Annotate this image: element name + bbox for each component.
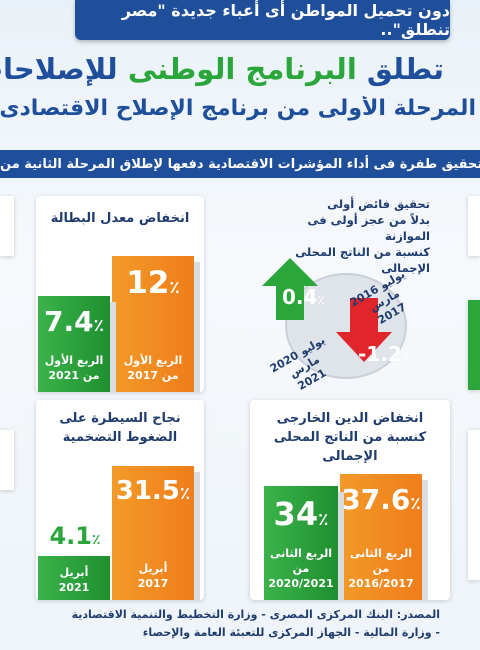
inflation-bar-2017: 31.5٪ أبريل 2017 — [112, 466, 194, 600]
title-part2: للإصلاحات الهيكلية — [0, 52, 118, 86]
bar-value: 37.6 — [341, 483, 411, 516]
right-side-card-mid — [468, 300, 480, 390]
bar-label-line1: أبريل — [138, 562, 168, 576]
bar-value: 12 — [126, 265, 170, 301]
fiscal-title-line2: بدلاً من عجز أولى فى الموازنة — [307, 213, 430, 244]
fiscal-up-value: 0.4٪ — [282, 285, 325, 309]
right-side-card-low — [468, 430, 480, 580]
sub-title: المرحلة الأولى من برنامج الإصلاح الاقتصا… — [0, 96, 476, 121]
fiscal-title-line1: تحقيق فائض أولى — [327, 197, 430, 211]
bar-label-line1: الربع الأول — [44, 354, 104, 368]
bar-label-line2: 2017 — [137, 577, 169, 591]
subtitle-bar: تحقيق طفرة فى أداء المؤشرات الاقتصادية د… — [0, 150, 480, 178]
bar-value: 31.5 — [115, 476, 180, 506]
banner-text: دون تحميل المواطن أى أعباء جديدة "مصر تن… — [121, 1, 450, 39]
unemployment-bar-2021: 7.4٪ الربع الأول من 2021 — [38, 296, 110, 392]
bar-value: 7.4 — [44, 305, 94, 338]
debt-bar-2021: 34٪ الربع الثانى من 2020/2021 — [264, 486, 338, 600]
main-title: تطلق البرنامج الوطنى للإصلاحات الهيكلية — [0, 52, 480, 92]
inflation-title-line2: الضغوط التضخمية — [62, 429, 178, 445]
bar-label-line1: الربع الأول — [123, 354, 183, 368]
debt-title-line1: انخفاض الدين الخارجى — [276, 411, 424, 426]
down-arrow-icon — [336, 298, 392, 362]
left-side-card-mid — [0, 430, 14, 490]
bar-unit: ٪ — [179, 484, 191, 504]
unemployment-bar-2017: 12٪ الربع الأول من 2017 — [112, 256, 194, 392]
title-part1: تطلق — [366, 52, 444, 86]
bar-label-line1: الربع الثانى من — [270, 547, 332, 576]
bar-unit: ٪ — [169, 278, 180, 298]
bar-label-line1: أبريل — [59, 566, 89, 580]
inflation-title-line1: نجاح السيطرة على — [59, 411, 181, 426]
bar-value: 34 — [273, 495, 319, 533]
bar-label-line2: 2016/2017 — [348, 577, 414, 591]
bar-label-line2: 2021 — [58, 581, 90, 595]
subtitle-text: تحقيق طفرة فى أداء المؤشرات الاقتصادية د… — [0, 156, 480, 172]
bar-label-line2: من 2017 — [127, 369, 179, 383]
title-highlight: البرنامج الوطنى — [127, 52, 357, 86]
up-arrow-icon — [262, 258, 318, 320]
top-banner: دون تحميل المواطن أى أعباء جديدة "مصر تن… — [75, 0, 450, 40]
unemployment-title: انخفاض معدل البطالة — [50, 211, 190, 226]
bar-unit: ٪ — [318, 510, 329, 530]
debt-title-line2: كنسبة من الناتج المحلى الإجمالى — [273, 429, 427, 464]
bar-unit: ٪ — [410, 494, 421, 514]
inflation-value-2021: 4.1٪ — [49, 522, 101, 550]
bar-label-line2: من 2021 — [48, 369, 100, 383]
right-side-card-top — [468, 196, 480, 256]
fiscal-down-value: -1.2٪ — [358, 342, 410, 366]
left-side-card-top — [0, 196, 14, 256]
inflation-bar-2021: أبريل 2021 — [38, 556, 110, 600]
fiscal-title-line3: كنسبة من الناتج المحلى الإجمالى — [295, 245, 430, 276]
bar-unit: ٪ — [93, 316, 104, 336]
bar-label-line1: الربع الثانى من — [350, 547, 412, 576]
source-line2: - وزارة المالية - الجهاز المركزى للتعبئة… — [142, 625, 440, 639]
source-line1: المصدر: البنك المركزى المصرى - وزارة الت… — [71, 608, 440, 621]
debt-bar-2017: 37.6٪ الربع الثانى من 2016/2017 — [340, 474, 422, 600]
fiscal-arrows-graphic — [262, 258, 407, 379]
source-note: المصدر: البنك المركزى المصرى - وزارة الت… — [20, 606, 440, 641]
bar-label-line2: 2020/2021 — [268, 577, 334, 591]
fiscal-title: تحقيق فائض أولى بدلاً من عجز أولى فى الم… — [262, 196, 430, 276]
